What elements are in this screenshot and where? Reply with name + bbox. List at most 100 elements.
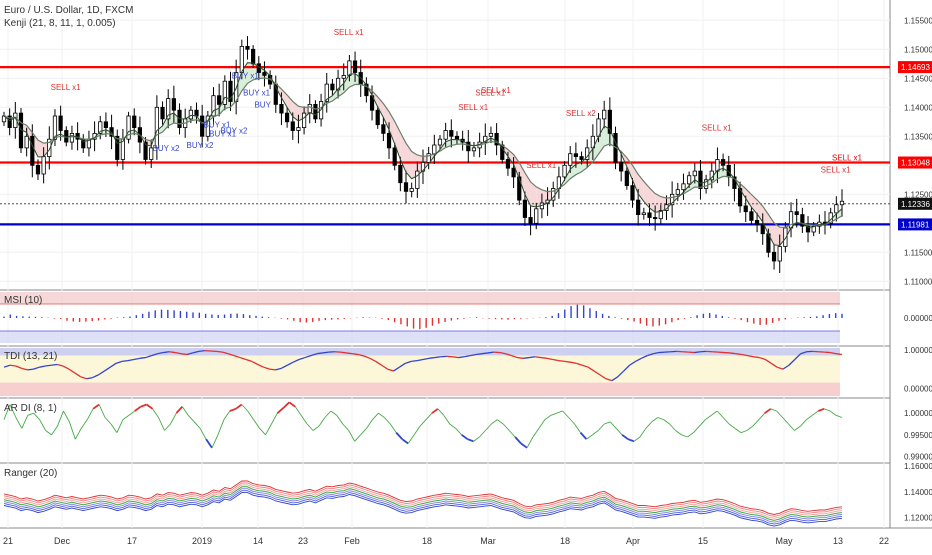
candle-body (42, 157, 45, 174)
candle-body (676, 190, 679, 195)
tdi-segment (559, 361, 565, 362)
tdi-low-band (0, 383, 840, 396)
last-price-text: 1.12336 (901, 200, 930, 209)
candle-body (133, 116, 136, 128)
tdi-segment (435, 357, 441, 358)
tdi-segment (169, 352, 175, 353)
y-tick-label: 1.11500 (904, 248, 932, 257)
candle-body (574, 154, 577, 157)
candle-body (761, 224, 764, 233)
candle-body (240, 46, 243, 72)
candle-body (642, 213, 645, 215)
sell-signal-label: SELL x2 (566, 109, 596, 118)
candle-body (348, 61, 351, 76)
x-tick-label: 18 (560, 536, 570, 546)
tdi-segment (753, 357, 759, 358)
y-tick-label: 1.15500 (904, 16, 932, 25)
tdi-segment (453, 357, 459, 358)
level-tag-text: 1.13048 (901, 159, 930, 168)
candle-body (580, 157, 583, 160)
candle-body (172, 99, 175, 111)
candle-body (795, 212, 798, 215)
tdi-pane (0, 348, 842, 396)
candle-body (535, 209, 538, 224)
candle-body (25, 136, 28, 148)
x-tick-label: 17 (127, 536, 137, 546)
buy-signal-label: BUY x2 (153, 144, 181, 153)
x-tick-label: Apr (626, 536, 640, 546)
x-tick-label: Dec (54, 536, 71, 546)
tdi-segment (28, 369, 34, 370)
x-tick-label: 23 (298, 536, 308, 546)
sell-signal-label: SELL x1 (481, 86, 511, 95)
buy-signal-label: BUY x2 (187, 141, 215, 150)
candle-body (302, 113, 305, 128)
candle-body (778, 247, 781, 262)
x-tick-label: May (775, 536, 793, 546)
candle-body (223, 81, 226, 104)
buy-signal-label: BUY x2 (220, 126, 248, 135)
y-tick-label: 1.13500 (904, 132, 932, 141)
candle-body (563, 165, 566, 177)
x-tick-label: 15 (698, 536, 708, 546)
sell-signal-label: SELL x1 (526, 161, 556, 170)
x-tick-label: 18 (422, 536, 432, 546)
tdi-segment (51, 364, 57, 365)
tdi-segment (836, 354, 842, 355)
tdi-segment (317, 353, 323, 354)
tdi-y-tick: 0.00000 (904, 384, 932, 393)
ranger-title: Ranger (20) (4, 468, 57, 479)
tdi-segment (476, 354, 482, 355)
level-price-tag: 1.11981 (898, 218, 932, 230)
candle-body (404, 183, 407, 192)
sell-signal-label: SELL x1 (832, 154, 862, 163)
candle-body (376, 110, 379, 125)
candle-body (31, 136, 34, 165)
ardi-y-tick: 0.99500 (904, 431, 932, 440)
ardi-y-tick: 0.99000 (904, 453, 932, 462)
level-price-tag: 1.14693 (898, 61, 932, 73)
x-tick-label: 14 (253, 536, 263, 546)
ardi-title: AR DI (8, 1) (4, 403, 57, 414)
y-tick-label: 1.11000 (904, 277, 932, 286)
tdi-segment (565, 361, 571, 362)
y-tick-label: 1.14000 (904, 103, 932, 112)
ardi-y-tick: 1.00000 (904, 409, 932, 418)
candle-body (246, 46, 249, 49)
candle-body (116, 136, 119, 159)
ranger-y-tick: 1.14000 (904, 488, 932, 497)
tdi-segment (346, 353, 352, 354)
candle-body (755, 220, 758, 224)
candle-body (342, 75, 345, 78)
level-tag-text: 1.14693 (901, 63, 930, 72)
candle-body (285, 113, 288, 122)
msi-lower-band (0, 331, 840, 343)
candle (127, 112, 130, 144)
tdi-segment (541, 358, 547, 359)
candle-body (523, 200, 526, 217)
candle-body (59, 116, 62, 131)
indicator-title: Kenji (21, 8, 11, 1, 0.005) (4, 18, 116, 29)
tdi-segment (535, 357, 541, 358)
candle-body (625, 171, 628, 186)
candle-body (506, 160, 509, 169)
candle-body (721, 160, 724, 166)
candle-body (648, 213, 651, 218)
candle-body (840, 201, 843, 204)
candle-body (636, 200, 639, 215)
tdi-segment (340, 352, 346, 353)
tdi-segment (411, 361, 417, 362)
tdi-segment (270, 369, 276, 370)
candle-body (189, 110, 192, 119)
msi-y-tick: 0.00000 (904, 314, 932, 323)
candle-body (387, 133, 390, 148)
candle-body (393, 148, 396, 165)
y-tick-label: 1.14500 (904, 74, 932, 83)
candle-body (619, 162, 622, 171)
candle-body (217, 96, 220, 105)
buy-signal-label: BUY (254, 100, 271, 109)
tdi-segment (736, 354, 742, 355)
tdi-segment (529, 357, 535, 358)
tdi-segment (10, 365, 16, 366)
